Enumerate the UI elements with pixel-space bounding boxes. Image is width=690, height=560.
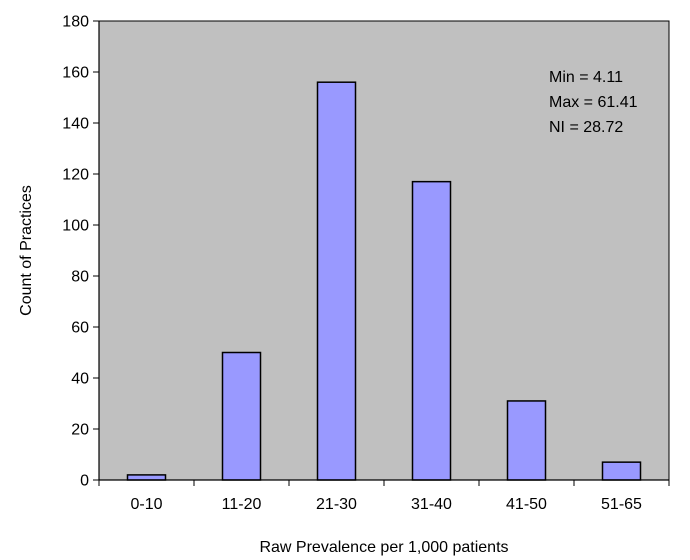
- y-tick-label: 120: [62, 167, 89, 184]
- x-tick-label: 51-65: [601, 496, 642, 513]
- y-axis-title: Count of Practices: [18, 185, 35, 316]
- bar-51-65: [601, 461, 642, 481]
- x-tick-label: 0-10: [130, 496, 162, 513]
- annotation-line: Min = 4.11: [549, 69, 623, 86]
- bar-31-40: [411, 180, 452, 481]
- bar-0-10: [126, 474, 167, 481]
- y-tick-label: 60: [71, 320, 89, 337]
- x-tick-label: 41-50: [506, 496, 547, 513]
- bar-41-50: [506, 400, 547, 481]
- x-tick-label: 31-40: [411, 496, 452, 513]
- x-axis-title: Raw Prevalence per 1,000 patients: [259, 539, 508, 556]
- y-tick-label: 160: [62, 65, 89, 82]
- stats-annotation: Min = 4.11 Max = 61.41 NI = 28.72: [549, 69, 638, 136]
- y-tick-label: 80: [71, 269, 89, 286]
- y-tick-label: 180: [62, 14, 89, 31]
- x-tick-label: 21-30: [316, 496, 357, 513]
- bars-group: [126, 81, 642, 481]
- bar-11-20: [221, 351, 262, 481]
- y-tick-label: 100: [62, 218, 89, 235]
- y-tick-label: 40: [71, 371, 89, 388]
- plot-area: [98, 20, 670, 481]
- y-tick-label: 0: [80, 473, 89, 490]
- y-tick-label: 20: [71, 422, 89, 439]
- bar-21-30: [316, 81, 357, 481]
- annotation-line: Max = 61.41: [549, 94, 638, 111]
- y-axis-ticks: 0 20 40 60 80 100 120 140 160 180: [62, 14, 99, 490]
- x-axis-ticks: 0-10 11-20 21-30 31-40 41-50 51-65: [98, 480, 670, 513]
- x-tick-label: 11-20: [222, 496, 262, 513]
- annotation-line: NI = 28.72: [549, 119, 623, 136]
- y-tick-label: 140: [62, 116, 89, 133]
